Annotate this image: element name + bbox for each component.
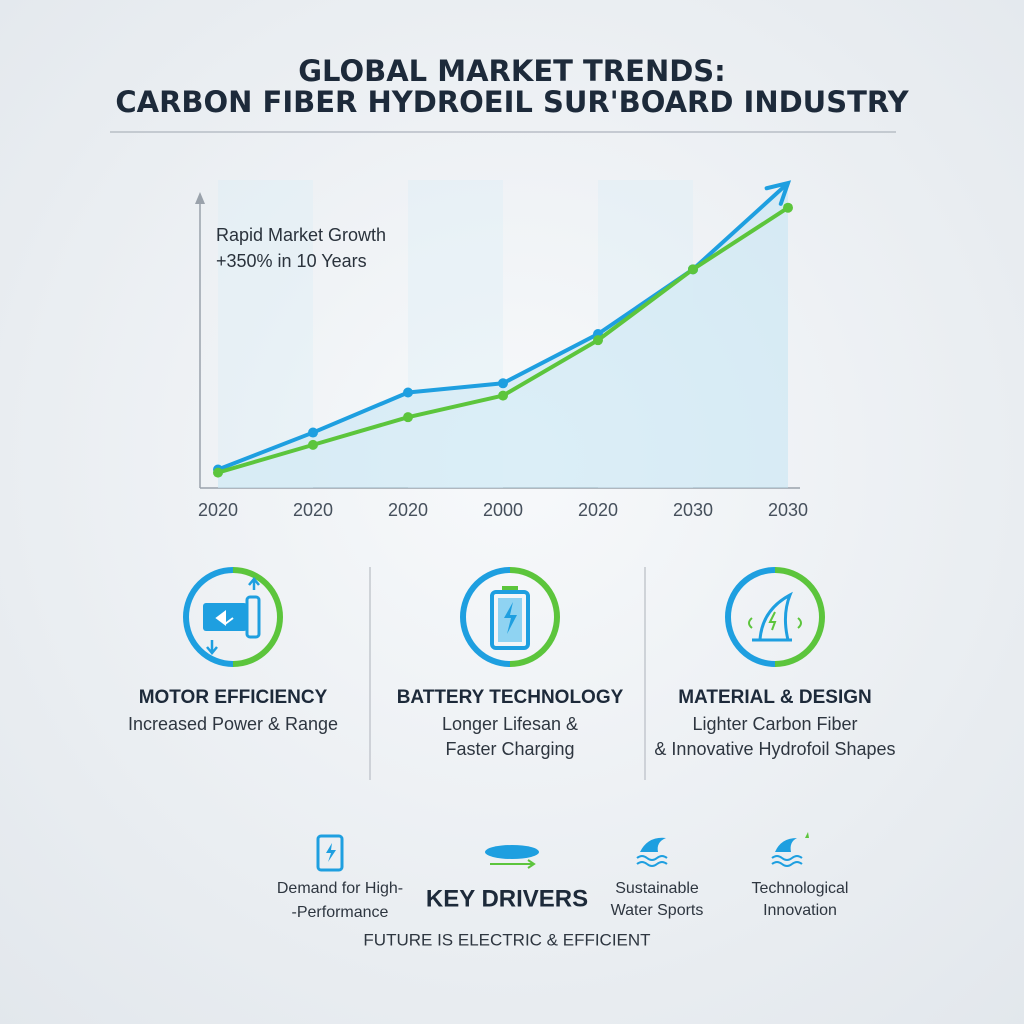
point (593, 335, 603, 346)
point (403, 387, 413, 398)
feature-description: Lighter Carbon Fiber (692, 714, 857, 734)
driver-label: Technological (752, 880, 849, 897)
innovation-icon (771, 832, 809, 867)
point (308, 427, 318, 438)
driver-label: Sustainable (615, 880, 699, 897)
feature-description: Increased Power & Range (128, 714, 338, 734)
area (218, 183, 788, 488)
y-axis-arrow (195, 192, 205, 204)
phone-icon (316, 834, 344, 872)
point (308, 439, 318, 450)
driver-label: -Performance (292, 904, 389, 921)
x-tick-label: 2000 (483, 500, 523, 520)
x-tick-label: 2020 (198, 500, 238, 520)
point (688, 264, 698, 275)
point (498, 378, 508, 389)
board-icon (485, 845, 539, 869)
feature-title: MATERIAL & DESIGN (678, 687, 872, 708)
arrowhead (764, 180, 792, 206)
driver-label: Water Sports (611, 902, 704, 919)
driver-label: Innovation (763, 902, 837, 919)
fin-icon (725, 567, 825, 667)
point (403, 412, 413, 423)
motor-icon (183, 567, 283, 667)
feature-description: Longer Lifesan & (442, 714, 578, 734)
x-tick-label: 2020 (578, 500, 618, 520)
x-tick-label: 2020 (388, 500, 428, 520)
wave-icon (636, 837, 668, 867)
annotation: +350% in 10 Years (216, 251, 367, 271)
annotation: Rapid Market Growth (216, 225, 386, 245)
battery-icon (460, 567, 560, 667)
drivers-heading: KEY DRIVERS (426, 885, 588, 912)
x-tick-label: 2020 (293, 500, 333, 520)
feature-description: Faster Charging (445, 739, 574, 759)
driver-label: Demand for High- (277, 880, 403, 897)
point (498, 390, 508, 401)
title-line: CARBON FIBER HYDROEIL SUR'BOARD INDUSTRY (115, 85, 909, 119)
x-tick-label: 2030 (768, 500, 808, 520)
point (213, 467, 223, 478)
column-stripe (598, 180, 693, 488)
column-stripe (408, 180, 503, 488)
footer: FUTURE IS ELECTRIC & EFFICIENT (363, 930, 650, 949)
feature-description: & Innovative Hydrofoil Shapes (654, 739, 895, 759)
x-tick-label: 2030 (673, 500, 713, 520)
feature-title: MOTOR EFFICIENCY (139, 687, 328, 708)
title-line: GLOBAL MARKET TRENDS: (298, 54, 726, 88)
point (783, 202, 793, 213)
feature-title: BATTERY TECHNOLOGY (397, 687, 624, 708)
